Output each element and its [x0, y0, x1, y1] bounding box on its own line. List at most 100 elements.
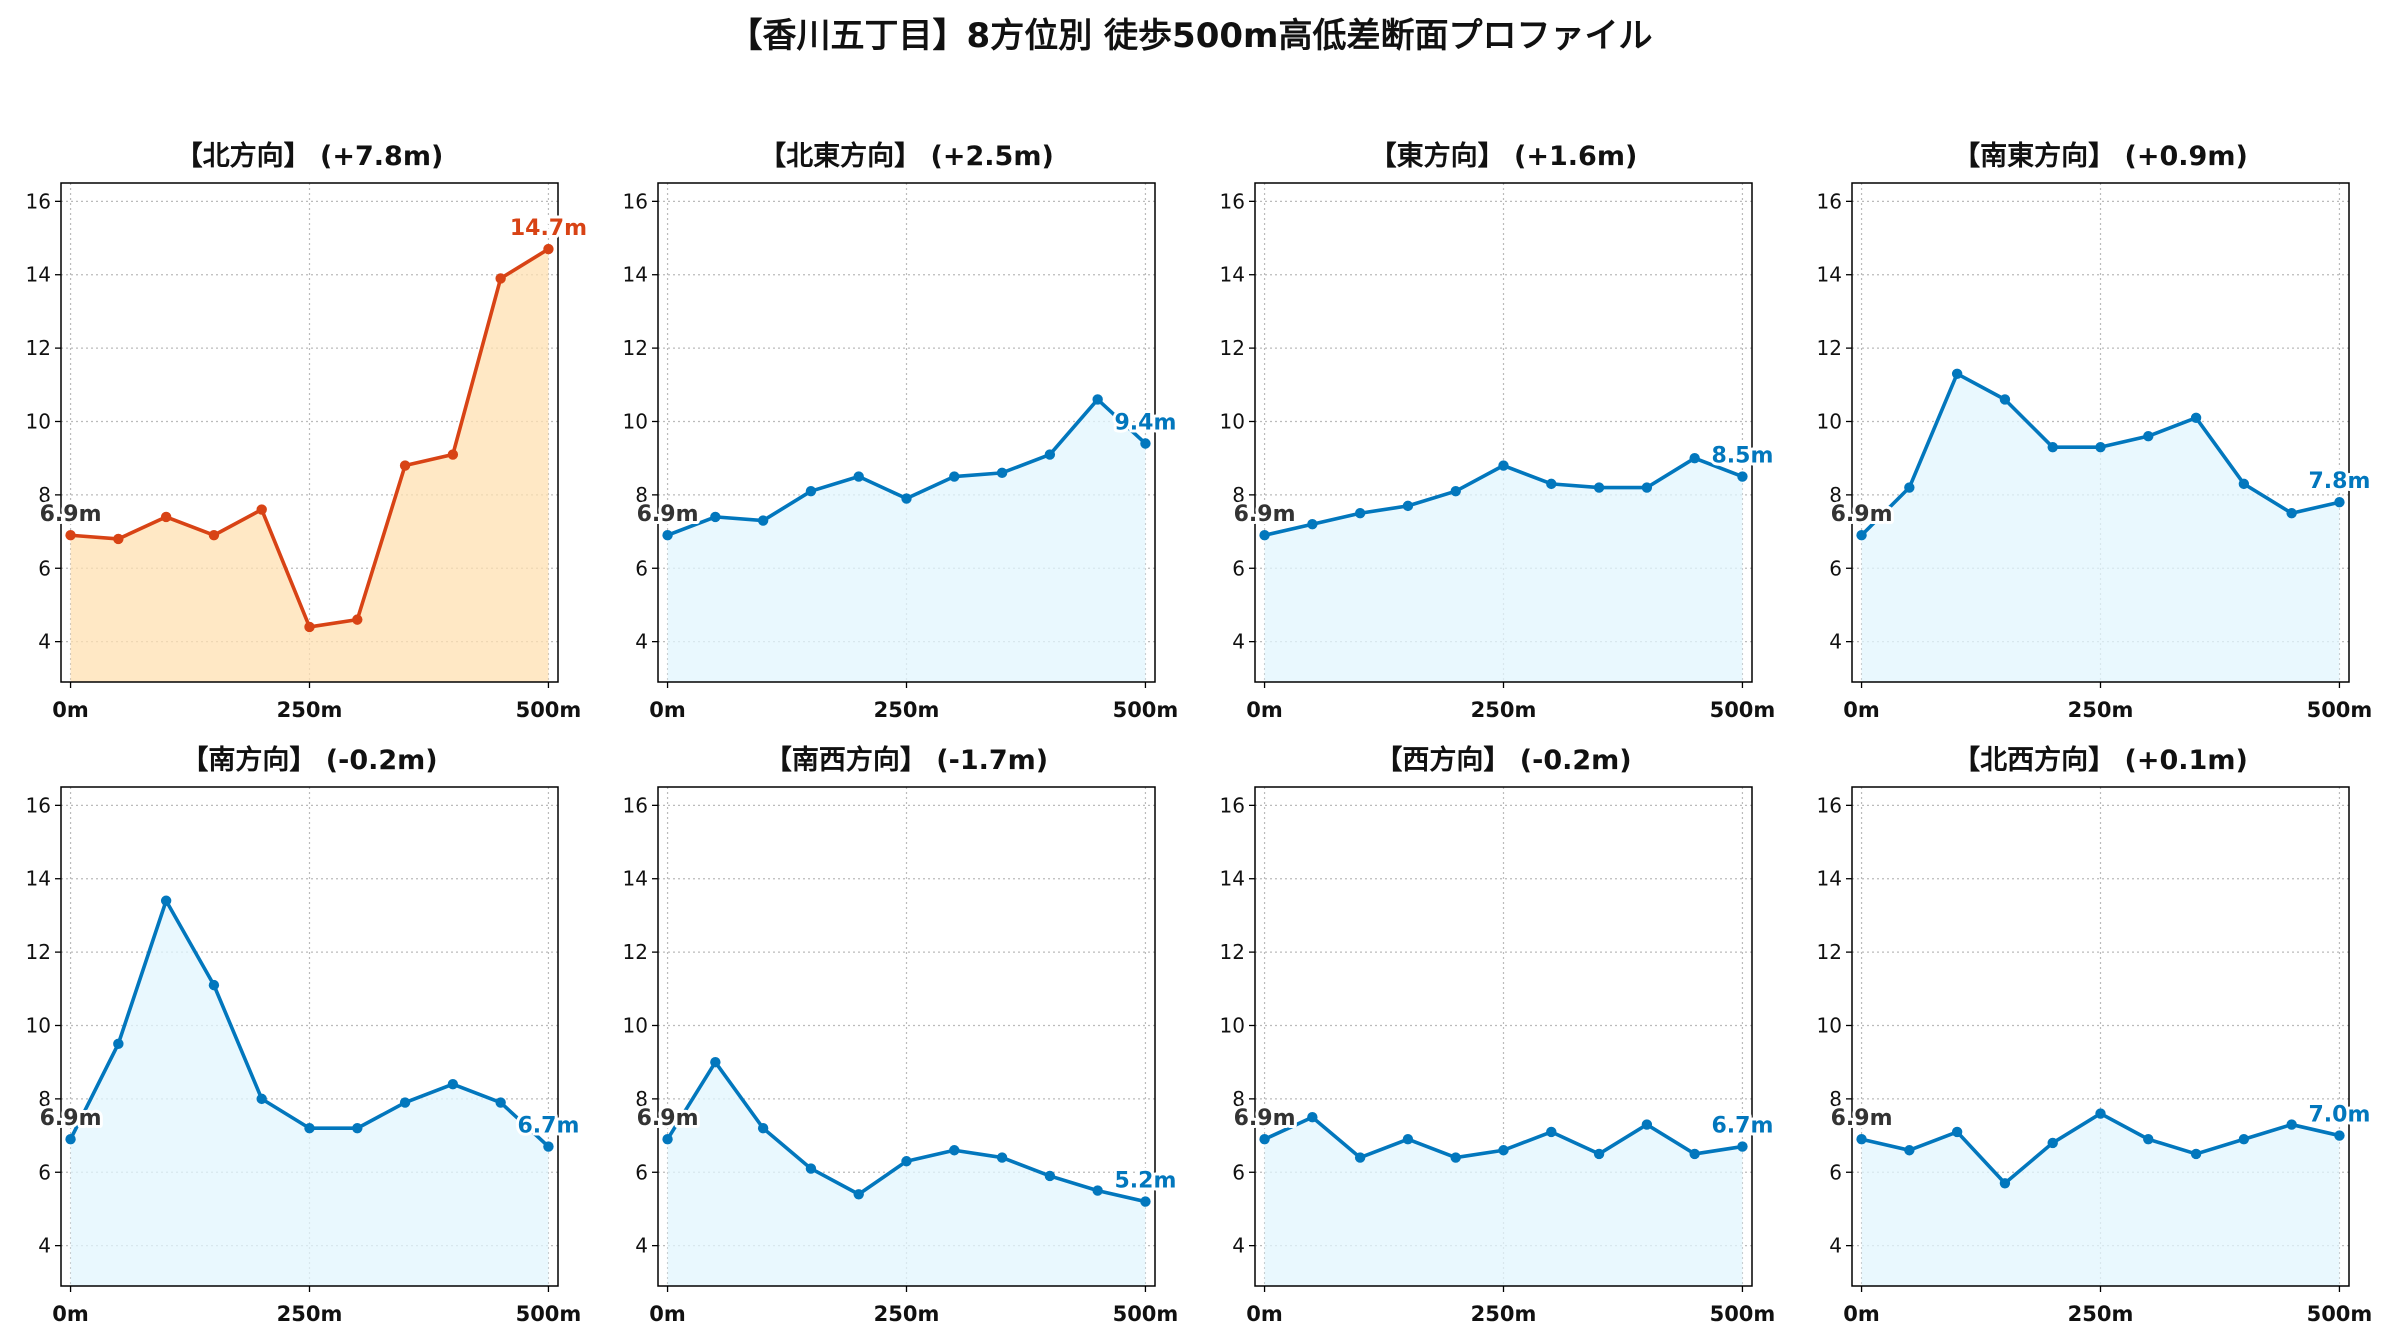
start-elevation-label: 6.9m	[40, 502, 102, 527]
chart-title: 【東方向】 (+1.6m)	[1370, 140, 1638, 172]
data-point	[949, 1145, 960, 1156]
y-tick-label: 10	[1220, 1013, 1245, 1037]
data-point	[1498, 460, 1509, 471]
y-tick-label: 6	[1829, 556, 1842, 580]
start-elevation-label: 6.9m	[1831, 502, 1893, 527]
y-tick-label: 16	[26, 793, 51, 817]
data-point	[1354, 1152, 1366, 1163]
data-point	[2047, 1137, 2058, 1149]
data-point	[805, 1163, 817, 1174]
end-elevation-label: 5.2m	[1114, 1169, 1176, 1194]
chart-panel-0: 【北方向】 (+7.8m) 4 6 8 10 12 14 16 0m 250m 500m 6.9m 14…	[26, 140, 591, 722]
data-point	[2143, 430, 2154, 442]
x-tick-label: 250m	[1471, 698, 1537, 722]
chart-panel-4: 【南方向】 (-0.2m) 4 6 8 10 12 14 16 0m 250m 500m 6.9m 6.…	[26, 744, 583, 1326]
data-point	[2143, 1134, 2154, 1145]
data-point	[1641, 482, 1653, 493]
y-tick-label: 16	[1220, 189, 1245, 213]
data-point	[352, 614, 363, 625]
data-point	[2238, 478, 2250, 490]
data-point	[1450, 1152, 1461, 1163]
x-tick-label: 500m	[1710, 1302, 1776, 1326]
x-tick-label: 0m	[649, 698, 686, 722]
data-point	[1546, 1126, 1557, 1138]
y-tick-label: 4	[1829, 1234, 1842, 1258]
data-point	[160, 511, 172, 523]
y-tick-label: 6	[1232, 556, 1245, 580]
x-tick-label: 250m	[1471, 1302, 1537, 1326]
data-point	[1593, 1148, 1605, 1160]
y-tick-label: 12	[26, 940, 51, 964]
end-elevation-label: 8.5m	[1711, 444, 1773, 469]
data-point	[256, 504, 267, 515]
x-tick-label: 0m	[1843, 698, 1880, 722]
data-point	[1140, 438, 1151, 449]
chart-title: 【南東方向】 (+0.9m)	[1953, 140, 2248, 172]
data-point	[1307, 519, 1318, 530]
y-tick-label: 12	[1817, 940, 1842, 964]
data-point	[1593, 482, 1605, 493]
data-point	[1999, 1178, 2011, 1189]
y-tick-label: 4	[38, 1234, 51, 1258]
start-elevation-label: 6.9m	[637, 1106, 699, 1131]
data-point	[1259, 530, 1270, 541]
data-point	[447, 449, 459, 460]
area-fill	[667, 399, 1146, 682]
y-tick-label: 8	[38, 483, 51, 507]
y-tick-label: 14	[623, 867, 648, 891]
area-fill	[70, 900, 549, 1286]
y-tick-label: 10	[623, 1013, 648, 1037]
y-tick-label: 8	[635, 1087, 648, 1111]
data-point	[662, 530, 673, 541]
data-point	[1092, 1185, 1103, 1196]
area-fill	[1861, 373, 2340, 682]
data-point	[208, 979, 220, 991]
data-point	[113, 533, 124, 545]
data-point	[352, 1123, 363, 1134]
data-point	[1354, 508, 1366, 519]
y-tick-label: 12	[623, 336, 648, 360]
data-point	[2095, 441, 2106, 453]
data-point	[1140, 1196, 1151, 1207]
data-point	[208, 530, 220, 541]
x-tick-label: 0m	[52, 698, 89, 722]
end-elevation-label: 6.7m	[1711, 1114, 1773, 1139]
chart-panel-3: 【南東方向】 (+0.9m) 4 6 8 10 12 14 16 0m 250m 500m 6.9m 7…	[1817, 140, 2374, 722]
y-tick-label: 16	[1817, 189, 1842, 213]
data-point	[543, 1141, 554, 1152]
x-tick-label: 500m	[2307, 1302, 2373, 1326]
x-tick-label: 0m	[1246, 698, 1283, 722]
data-point	[757, 515, 769, 526]
x-tick-label: 0m	[649, 1302, 686, 1326]
area-fill	[1861, 1113, 2340, 1286]
y-tick-label: 8	[1232, 483, 1245, 507]
y-tick-label: 16	[623, 793, 648, 817]
end-elevation-label: 14.7m	[510, 216, 587, 241]
chart-panel-2: 【東方向】 (+1.6m) 4 6 8 10 12 14 16 0m 250m 500m 6.9m 8.…	[1220, 140, 1777, 722]
y-tick-label: 4	[1232, 630, 1245, 654]
data-point	[1044, 1170, 1056, 1182]
x-tick-label: 500m	[2307, 698, 2373, 722]
y-tick-label: 4	[635, 630, 648, 654]
chart-title: 【南方向】 (-0.2m)	[181, 744, 437, 776]
data-point	[304, 1123, 315, 1134]
data-point	[399, 460, 411, 471]
data-point	[662, 1134, 673, 1145]
data-point	[399, 1097, 411, 1108]
data-point	[1689, 1148, 1700, 1160]
x-tick-label: 250m	[874, 698, 940, 722]
data-point	[1951, 1126, 1963, 1138]
data-point	[160, 895, 172, 906]
data-point	[495, 1097, 506, 1108]
data-point	[1737, 471, 1748, 482]
y-tick-label: 10	[623, 409, 648, 433]
y-tick-label: 14	[26, 867, 51, 891]
chart-panel-7: 【北西方向】 (+0.1m) 4 6 8 10 12 14 16 0m 250m 500m 6.9m 7…	[1817, 744, 2374, 1326]
data-point	[710, 1056, 721, 1068]
y-tick-label: 12	[1220, 336, 1245, 360]
data-point	[2095, 1108, 2106, 1119]
data-point	[901, 1156, 912, 1167]
y-tick-label: 8	[1829, 483, 1842, 507]
data-point	[996, 1152, 1008, 1163]
start-elevation-label: 6.9m	[637, 502, 699, 527]
